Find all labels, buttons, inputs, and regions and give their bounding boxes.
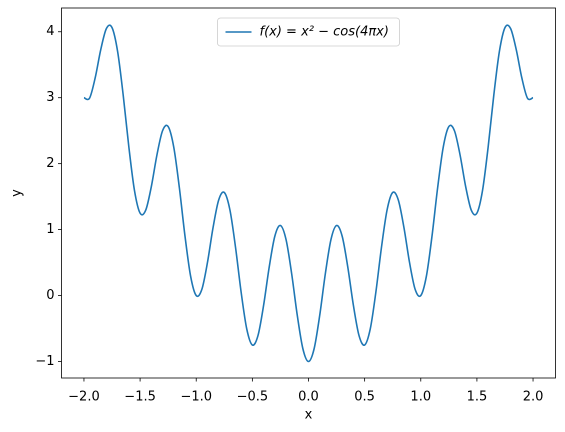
x-tick-label: −1.0 bbox=[180, 390, 212, 405]
y-tick-label: 4 bbox=[46, 24, 54, 39]
x-tick-label: 1.0 bbox=[410, 390, 431, 405]
y-axis-label: y bbox=[10, 189, 25, 197]
x-tick-label: 0.0 bbox=[298, 390, 319, 405]
y-tick-label: −1 bbox=[35, 354, 54, 369]
y-tick-label: 3 bbox=[46, 90, 54, 105]
legend-label: f(x) = x² − cos(4πx) bbox=[260, 25, 389, 40]
y-tick-label: 1 bbox=[46, 222, 54, 237]
x-tick-label: −2.0 bbox=[68, 390, 100, 405]
x-tick-label: 1.5 bbox=[467, 390, 488, 405]
data-line bbox=[83, 24, 534, 363]
y-tick-label: 0 bbox=[46, 288, 54, 303]
x-tick-label: 2.0 bbox=[523, 390, 544, 405]
legend-box bbox=[217, 17, 400, 47]
x-axis-label: x bbox=[305, 408, 313, 423]
x-tick-label: 0.5 bbox=[354, 390, 375, 405]
y-tick-label: 2 bbox=[46, 156, 54, 171]
x-tick-label: −1.5 bbox=[124, 390, 156, 405]
x-tick-label: −0.5 bbox=[237, 390, 269, 405]
